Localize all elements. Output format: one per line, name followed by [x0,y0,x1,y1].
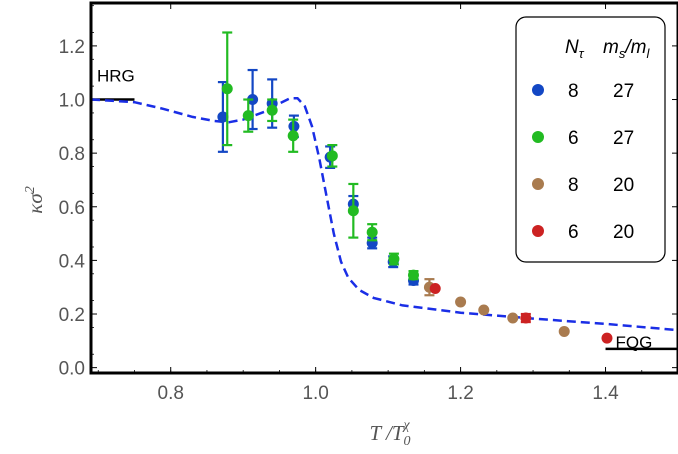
data-point [455,296,467,308]
data-point [388,253,400,265]
legend-ratio: 20 [613,175,634,196]
data-point [221,83,233,95]
legend-marker [532,84,544,96]
legend-ntau: 8 [568,81,579,102]
legend: Nτ ms/ml 8 27 6 27 8 20 6 20 [515,16,666,263]
legend-ntau: 8 [568,175,579,196]
legend-header-ratio: ms/ml [603,37,650,61]
reference-label-fqg: FQG [616,333,653,352]
data-point [429,283,441,295]
y-tick-label: 0.8 [59,144,85,165]
x-tick-label: 0.8 [158,383,184,404]
data-point [407,269,419,281]
data-points [217,31,613,344]
data-point [478,304,490,316]
legend-ratio: 20 [613,222,634,243]
data-point [366,226,378,238]
theory-curve [90,96,678,332]
reference-lines: HRG FQG [91,67,678,352]
data-point [242,110,254,122]
legend-ratio: 27 [613,128,634,149]
data-point [601,332,613,344]
legend-ntau: 6 [568,222,579,243]
legend-header-ntau: Nτ [565,37,585,61]
tick-labels: 0.8 1.0 1.2 1.4 0.0 0.2 0.4 0.6 0.8 1.0 1.2 [59,37,620,404]
y-tick-label: 0.6 [59,198,85,219]
legend-box [515,16,666,263]
y-axis-label: κσ2 [23,186,47,213]
x-tick-label: 1.0 [302,383,328,404]
y-tick-label: 0.2 [59,305,85,326]
data-point [287,130,299,142]
data-point [266,104,278,116]
data-point [347,205,359,217]
y-tick-label: 1.0 [59,91,85,112]
legend-ntau: 6 [568,128,579,149]
data-point [507,312,519,324]
legend-marker [532,131,544,143]
x-axis-label: T /T0χ [369,418,410,449]
y-tick-label: 1.2 [59,37,85,58]
x-tick-label: 1.4 [592,383,619,404]
legend-marker [532,178,544,190]
reference-label-hrg: HRG [97,67,135,86]
data-point [326,150,338,162]
y-tick-label: 0.4 [59,251,86,272]
data-point [558,325,570,337]
data-point [217,111,229,123]
x-tick-label: 1.2 [447,383,473,404]
y-tick-label: 0.0 [59,359,85,380]
plot-frame [89,1,678,375]
legend-marker [532,225,544,237]
legend-ratio: 27 [613,81,634,102]
data-point [520,312,532,324]
